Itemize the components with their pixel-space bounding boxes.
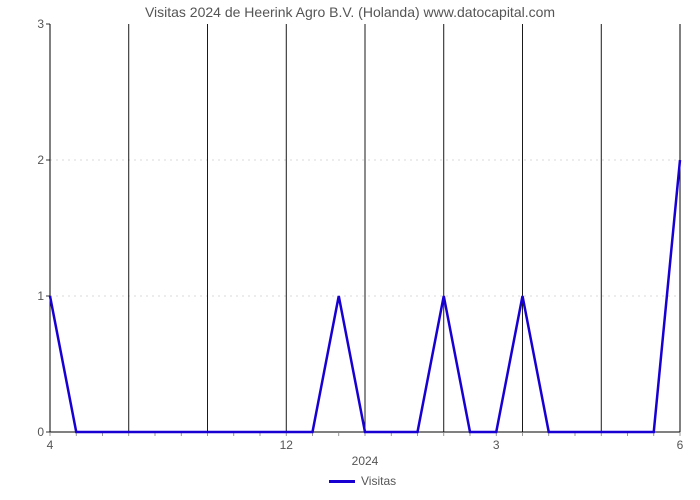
- y-tick-label: 2: [14, 153, 44, 167]
- x-tick-label: 6: [677, 438, 684, 452]
- x-year-label: 2024: [352, 454, 379, 468]
- y-tick-label: 0: [14, 425, 44, 439]
- x-tick-label: 4: [47, 438, 54, 452]
- y-tick-label: 1: [14, 289, 44, 303]
- plot-area: [50, 24, 680, 432]
- legend: Visitas: [329, 474, 396, 488]
- x-tick-label: 12: [280, 438, 293, 452]
- y-tick-label: 3: [14, 17, 44, 31]
- plot-svg: [50, 24, 680, 432]
- chart-title: Visitas 2024 de Heerink Agro B.V. (Holan…: [0, 4, 700, 20]
- visits-chart: Visitas 2024 de Heerink Agro B.V. (Holan…: [0, 0, 700, 500]
- legend-label: Visitas: [361, 474, 396, 488]
- x-tick-label: 3: [493, 438, 500, 452]
- legend-swatch: [329, 480, 355, 483]
